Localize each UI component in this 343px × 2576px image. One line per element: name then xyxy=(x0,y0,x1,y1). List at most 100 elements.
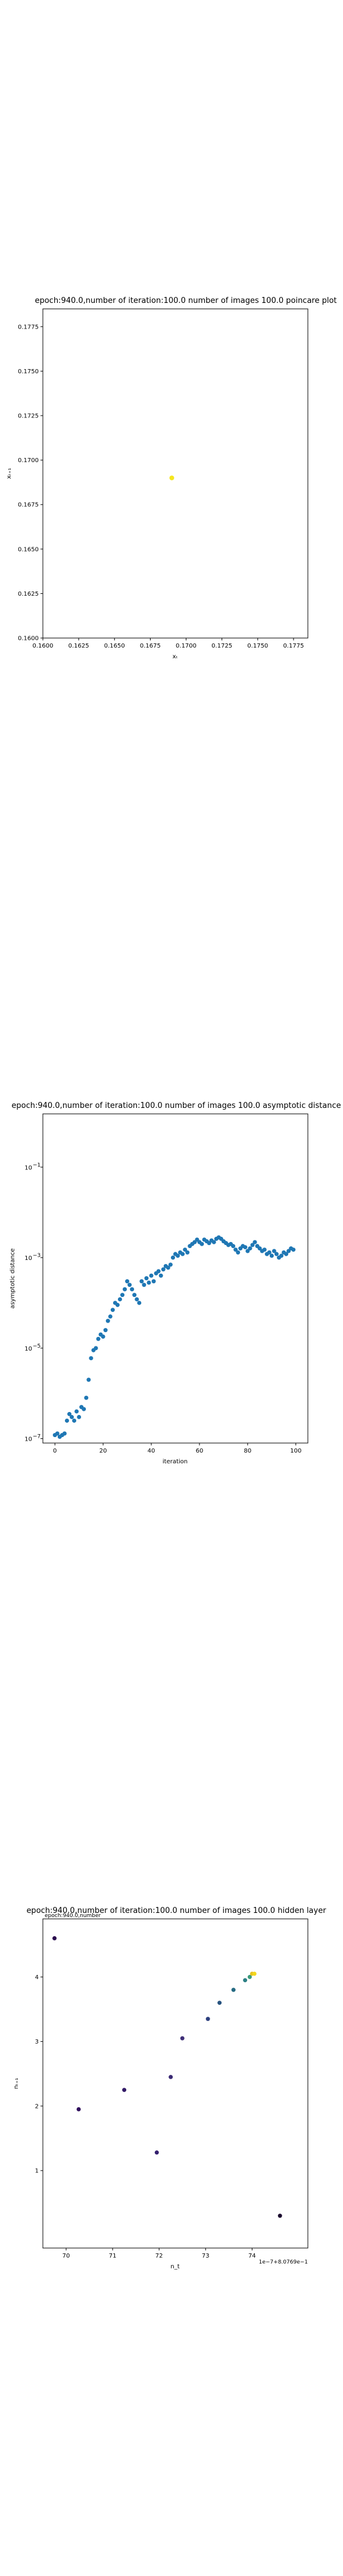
chart3-point xyxy=(243,1978,248,1983)
chart1-xtick-label: 0.1625 xyxy=(68,643,89,649)
chart2-xtick-label: 80 xyxy=(244,1448,251,1454)
chart2-point xyxy=(170,1255,175,1260)
chart2-point xyxy=(105,1318,110,1323)
chart2-point xyxy=(125,1279,130,1284)
chart2-point xyxy=(185,1250,190,1255)
chart2-point xyxy=(156,1269,161,1274)
chart2-point xyxy=(144,1276,149,1281)
chart3-point xyxy=(169,2075,173,2079)
chart2-point xyxy=(272,1249,276,1253)
chart3-point xyxy=(205,2017,210,2021)
chart2-point xyxy=(137,1301,142,1305)
chart2-point xyxy=(149,1273,154,1278)
chart2-point xyxy=(199,1241,204,1246)
chart1-ytick-label: 0.1750 xyxy=(18,369,39,375)
chart1-xtick-label: 0.1725 xyxy=(211,643,232,649)
chart3-overlay-text: epoch:940.0,number xyxy=(45,1913,101,1919)
chart2-point xyxy=(269,1253,274,1258)
chart1-point xyxy=(169,475,174,481)
chart1-xtick-label: 0.1700 xyxy=(176,643,197,649)
chart2-point xyxy=(110,1308,115,1312)
chart2-xtick-label: 60 xyxy=(196,1448,204,1454)
chart2-point xyxy=(67,1411,71,1416)
chart2-ylabel: asymptotic distance xyxy=(10,1248,16,1308)
chart1-ytick-label: 0.1700 xyxy=(18,457,39,464)
chart2-ytick-label: 10 xyxy=(24,1165,32,1171)
chart1-ytick-label: 0.1725 xyxy=(18,413,39,420)
chart3-ytick-label: 1 xyxy=(35,2168,39,2175)
chart3-xtick-label: 71 xyxy=(109,2253,117,2259)
chart2-point xyxy=(267,1250,272,1255)
chart2-ytick-exponent: −5 xyxy=(33,1343,40,1349)
chart3-point xyxy=(154,2150,159,2155)
chart2-ytick-label: 10 xyxy=(24,1255,32,1262)
chart2-xlabel: iteration xyxy=(163,1459,188,1465)
chart2-point xyxy=(120,1293,124,1298)
chart1-xtick-label: 0.1650 xyxy=(104,643,125,649)
chart1-ytick-label: 0.1650 xyxy=(18,546,39,553)
chart2-point xyxy=(257,1246,262,1251)
chart3-ytick-label: 3 xyxy=(35,2039,39,2045)
chart2-point xyxy=(127,1283,132,1287)
chart3-point xyxy=(231,1987,236,1992)
chart1-plot-area xyxy=(42,308,308,639)
chart2-ytick-exponent: −3 xyxy=(33,1253,40,1259)
chart2-point xyxy=(117,1297,122,1302)
chart1-xtick-label: 0.1775 xyxy=(283,643,304,649)
chart2-point xyxy=(89,1356,93,1361)
chart2-point xyxy=(245,1249,250,1253)
chart2-point xyxy=(82,1407,86,1411)
chart2-point xyxy=(86,1377,91,1382)
chart3-point xyxy=(252,1971,257,1976)
chart1-xlabel: xₜ xyxy=(173,654,178,660)
chart2-point xyxy=(70,1414,74,1419)
chart2-xtick-label: 40 xyxy=(148,1448,155,1454)
chart2-point xyxy=(135,1297,139,1302)
chart3-point xyxy=(247,1974,252,1979)
chart2-point xyxy=(146,1280,151,1285)
chart2-point xyxy=(158,1273,163,1278)
chart2-point xyxy=(236,1250,241,1255)
chart1-xtick-label: 0.1750 xyxy=(247,643,268,649)
chart3-point xyxy=(122,2088,127,2092)
chart3-ylabel: nₜ₊₁ xyxy=(13,2078,20,2089)
chart1-ytick-label: 0.1600 xyxy=(18,636,39,642)
chart2-point xyxy=(93,1346,98,1351)
asymptotic-distance-chart: epoch:940.0,number of iteration:100.0 nu… xyxy=(10,1101,341,1465)
chart2-point xyxy=(72,1418,77,1423)
chart2-point xyxy=(207,1241,211,1246)
chart2-point xyxy=(211,1240,216,1244)
chart2-point xyxy=(130,1287,135,1292)
chart2-point xyxy=(151,1279,156,1284)
chart1-ylabel: xₜ₊₁ xyxy=(6,468,13,479)
chart2-point xyxy=(286,1249,291,1253)
chart2-xtick-label: 100 xyxy=(290,1448,301,1454)
chart2-point xyxy=(64,1418,69,1423)
chart2-point xyxy=(96,1336,101,1341)
chart3-point xyxy=(217,2001,222,2005)
chart3-ytick-label: 2 xyxy=(35,2103,39,2110)
chart2-point xyxy=(139,1279,144,1284)
chart3-title: epoch:940.0,number of iteration:100.0 nu… xyxy=(26,1906,326,1915)
chart2-point xyxy=(183,1247,188,1252)
chart2-point xyxy=(168,1262,173,1267)
chart2-point xyxy=(180,1252,185,1256)
chart2-point xyxy=(103,1328,108,1333)
chart3-xtick-label: 74 xyxy=(248,2253,256,2259)
chart2-point xyxy=(77,1414,82,1419)
chart1-xtick-label: 0.1675 xyxy=(140,643,161,649)
chart1-ytick-label: 0.1675 xyxy=(18,502,39,509)
chart2-point xyxy=(279,1253,283,1258)
chart3-xlabel: n_t xyxy=(170,2264,179,2270)
chart2-point xyxy=(243,1245,248,1250)
chart2-point xyxy=(250,1243,255,1247)
chart1-ytick-label: 0.1775 xyxy=(18,324,39,330)
poincare-plot-chart: epoch:940.0,number of iteration:100.0 nu… xyxy=(6,296,337,660)
chart1-xtick-label: 0.1600 xyxy=(33,643,54,649)
chart2-point xyxy=(248,1246,252,1251)
chart3-point xyxy=(180,2036,185,2041)
chart2-xtick-label: 20 xyxy=(99,1448,107,1454)
chart3-xtick-label: 73 xyxy=(202,2253,210,2259)
chart3-plot-area xyxy=(42,1918,308,2249)
chart2-title: epoch:940.0,number of iteration:100.0 nu… xyxy=(11,1101,341,1110)
